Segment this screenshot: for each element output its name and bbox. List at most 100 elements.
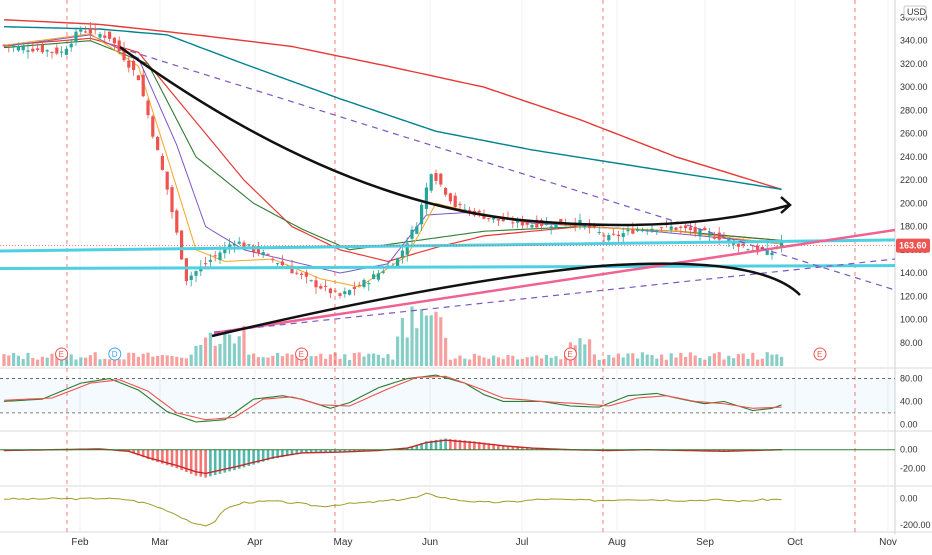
volume-bar [165,355,169,366]
volume-bar [26,352,30,366]
volume-bar [775,354,779,366]
volume-bar [189,354,193,366]
candle-body [141,74,145,97]
candle-body [55,47,59,54]
candle-body [232,243,236,246]
volume-bar [621,357,625,366]
volume-bar [103,358,107,366]
volume-bar [626,353,630,366]
candle-body [223,247,227,254]
volume-bar [511,355,515,366]
volume-bar [746,358,750,366]
macd-histogram-bar [521,446,524,450]
volume-bar [223,331,227,366]
volume-bar [108,359,112,366]
volume-bar [684,356,688,366]
candle-body [122,48,126,61]
macd-histogram-bar [271,449,275,459]
volume-bar [578,338,582,366]
candle-body [698,229,702,236]
volume-bar [208,332,212,366]
macd-tick-label: 0.00 [900,445,918,455]
volume-bar [64,354,68,366]
volume-bar [304,358,308,366]
candle-body [660,227,664,229]
volume-bar [391,359,395,366]
volume-bar [756,359,760,366]
candle-body [482,214,486,219]
volume-bar [770,354,774,366]
volume-bar [45,357,49,366]
volume-bar [444,337,448,366]
macd-histogram-bar [473,441,476,450]
volume-bar [60,359,64,366]
macd-histogram-bar [204,449,207,478]
macd-histogram-bar [218,449,222,474]
volume-bar [170,355,174,366]
volume-bar [669,353,673,366]
candle-body [247,244,251,246]
volume-bar [722,359,726,366]
candle-body [127,60,131,68]
macd-histogram-bar [257,449,260,464]
volume-bar [765,352,769,366]
volume-bar [357,352,361,366]
volume-bar [602,359,606,366]
x-axis-label: Jul [516,537,529,548]
candle-body [324,285,328,287]
volume-bar [314,356,318,366]
candle-body [103,35,107,38]
candle-body [708,232,712,236]
candle-body [722,236,726,239]
candle-body [780,240,784,248]
volume-bar [74,359,78,366]
candle-body [309,280,313,282]
macd-histogram-bar [281,449,284,458]
candle-body [261,252,265,256]
candle-body [549,226,553,229]
macd-histogram-bar [439,439,443,450]
candle-body [117,40,121,52]
volume-bar [232,343,236,366]
candle-body [276,263,280,265]
candle-body [242,242,246,248]
macd-histogram-bar [223,449,227,473]
volume-bar [362,356,366,366]
candle-body [688,227,692,230]
volume-bar [136,356,140,366]
macd-histogram-bar [309,449,313,454]
volume-bar [530,356,534,366]
volume-bar [727,355,731,366]
candle-body [290,265,294,274]
macd-histogram-bar [228,449,231,472]
candle-body [636,229,640,231]
candle-body [12,45,16,47]
candle-body [607,235,611,241]
macd-histogram-bar [482,442,486,450]
x-axis-label: Oct [787,537,803,548]
stoch-tick-label: 40.00 [900,396,923,406]
macd-histogram-bar [492,443,495,450]
volume-bar [477,355,481,366]
volume-bar [492,355,496,366]
volume-bar [468,359,472,366]
macd-histogram-bar [420,442,423,450]
macd-histogram-bar [290,449,294,456]
trendline-pink [213,228,896,335]
candle-body [314,280,318,288]
candle-body [7,45,11,47]
candle-body [453,195,457,207]
volume-bar [751,352,755,366]
macd-histogram-bar [156,449,159,463]
candle-body [156,136,160,151]
candle-body [415,226,419,234]
price-tick-label: 100.00 [900,315,928,325]
candle-body [578,219,582,226]
volume-bar [645,354,649,366]
volume-bar [12,352,16,366]
event-marker [813,347,827,361]
macd-histogram-bar [194,449,198,476]
volume-bar [592,354,596,366]
